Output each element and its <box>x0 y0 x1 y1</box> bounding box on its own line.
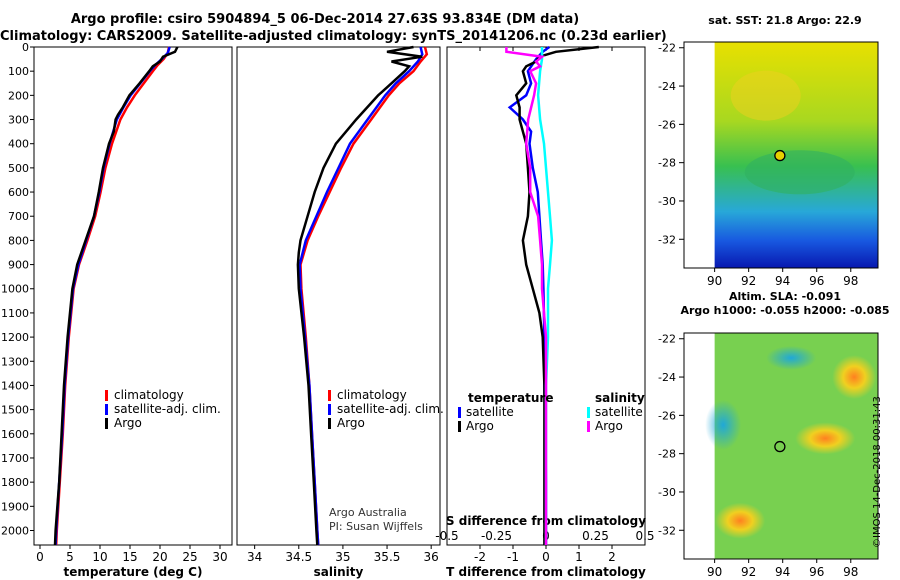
sal-x-tick-label: 34.5 <box>285 550 312 564</box>
temp-plot-frame <box>33 46 233 546</box>
temp-x-tick-label: 10 <box>92 550 107 564</box>
legend-swatch <box>105 418 108 429</box>
credit-pi: PI: Susan Wijffels <box>329 520 423 533</box>
depth-tick-label: 300 <box>8 114 29 127</box>
temp-x-tick-label: 20 <box>152 550 167 564</box>
diff-x-tick-label: -2 <box>474 550 486 564</box>
legend-label: Argo <box>337 416 365 430</box>
legend-swatch <box>328 418 331 429</box>
diff-x-tick-label: 1 <box>575 550 583 564</box>
salinity-diff-tick-label: 0.25 <box>582 529 609 543</box>
sal-plot-frame <box>236 46 441 546</box>
sla-map-title: Altim. SLA: -0.091 <box>728 290 842 303</box>
diff-series-argo <box>505 47 548 545</box>
depth-tick-label: 0 <box>22 41 29 54</box>
depth-tick-label: 2000 <box>1 524 29 537</box>
legend-label: climatology <box>337 388 407 402</box>
diff-x-axis-label: T difference from climatology <box>446 565 646 579</box>
diff-x-tick-label: 2 <box>608 550 616 564</box>
diff-x-tick-label: -1 <box>507 550 519 564</box>
legend-label: satellite <box>466 405 514 419</box>
depth-tick-label: 1800 <box>1 476 29 489</box>
depth-tick-label: 1900 <box>1 500 29 513</box>
legend-label: satellite-adj. clim. <box>337 402 444 416</box>
chart-title: Argo profile: csiro 5904894_5 06-Dec-201… <box>70 12 580 27</box>
legend-label: satellite-adj. clim. <box>114 402 221 416</box>
salinity-diff-tick-label: -0.25 <box>481 529 512 543</box>
depth-tick-label: 1700 <box>1 452 29 465</box>
legend-label: Argo <box>595 419 623 433</box>
sal-series-argo <box>296 45 423 546</box>
depth-tick-label: 200 <box>8 89 29 102</box>
depth-tick-label: 400 <box>8 138 29 151</box>
depth-tick-label: 1400 <box>1 379 29 392</box>
legend-swatch <box>587 407 590 418</box>
temp-x-axis-label: temperature (deg C) <box>64 565 203 579</box>
depth-tick-label: 1200 <box>1 331 29 344</box>
imos-credit: ©IMOS 14-Dec-2018 00:31:43 <box>872 396 883 548</box>
depth-tick-label: 500 <box>8 162 29 175</box>
depth-tick-label: 1600 <box>1 428 29 441</box>
sal-x-tick-label: 35 <box>335 550 350 564</box>
legend-swatch <box>328 404 331 415</box>
sla-map-subtitle: Argo h1000: -0.055 h2000: -0.085 <box>680 304 890 317</box>
temperature-panel: 0 5 10 15 20 25 30 temperature (deg C) 0 100 200 30… <box>1 41 233 579</box>
salinity-panel: 34 34.5 35 35.5 36 salinity climatologysatelli… <box>236 45 444 579</box>
depth-tick-label: 800 <box>8 234 29 247</box>
sal-x-tick-label: 35.5 <box>374 550 401 564</box>
depth-tick-label: 900 <box>8 259 29 272</box>
chart-subtitle: Climatology: CARS2009. Satellite-adjuste… <box>0 29 667 44</box>
salinity-diff-tick-label: 0.5 <box>635 529 654 543</box>
legend-label: Argo <box>114 416 142 430</box>
diff-series-argo <box>514 45 599 545</box>
legend-label: satellite <box>595 405 643 419</box>
depth-tick-label: 1500 <box>1 404 29 417</box>
temp-x-tick-label: 25 <box>182 550 197 564</box>
legend-header-salinity: salinity <box>595 391 645 405</box>
salinity-diff-tick-label: -0.5 <box>435 529 458 543</box>
depth-tick-label: 1000 <box>1 283 29 296</box>
depth-tick-label: 600 <box>8 186 29 199</box>
diff-x-tick-label: 0 <box>542 550 550 564</box>
temp-series-argo <box>53 46 179 546</box>
legend-swatch <box>328 390 331 401</box>
depth-tick-label: 700 <box>8 210 29 223</box>
legend-header-temperature: temperature <box>468 391 553 405</box>
legend-label: Argo <box>466 419 494 433</box>
credit-institution: Argo Australia <box>329 506 407 519</box>
legend-label: climatology <box>114 388 184 402</box>
legend-swatch <box>458 407 461 418</box>
legend-swatch <box>458 421 461 432</box>
sal-x-tick-label: 36 <box>424 550 439 564</box>
sal-x-axis-label: salinity <box>314 565 364 579</box>
temp-x-tick-label: 5 <box>66 550 74 564</box>
temp-x-tick-label: 30 <box>212 550 227 564</box>
legend-swatch <box>587 421 590 432</box>
sst-map-title: sat. SST: 21.8 Argo: 22.9 <box>708 14 862 27</box>
legend-swatch <box>105 404 108 415</box>
depth-tick-label: 1100 <box>1 307 29 320</box>
sal-x-tick-label: 34 <box>247 550 262 564</box>
legend-swatch <box>105 390 108 401</box>
depth-tick-label: 100 <box>8 65 29 78</box>
depth-tick-label: 1300 <box>1 355 29 368</box>
temp-x-tick-label: 0 <box>36 550 44 564</box>
temp-x-tick-label: 15 <box>122 550 137 564</box>
